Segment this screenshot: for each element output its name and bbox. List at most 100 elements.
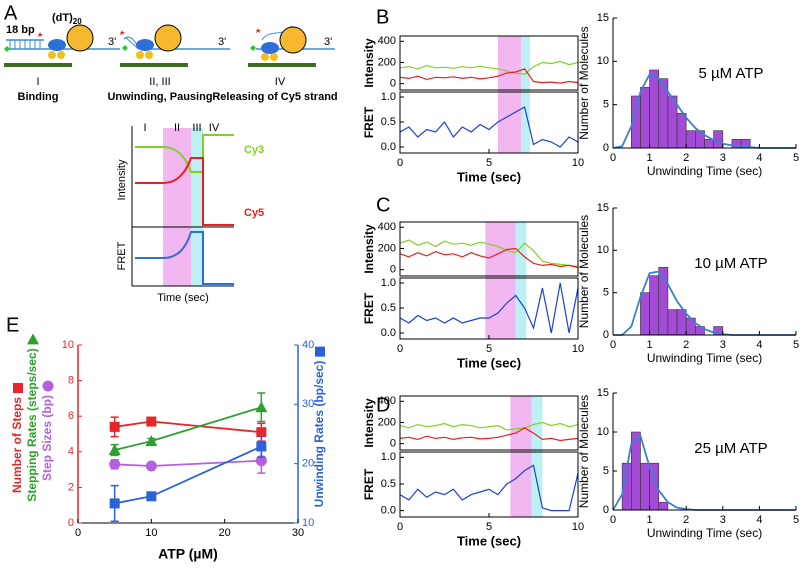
x-tick-label: 0 (397, 521, 403, 533)
trace-line (399, 106, 579, 148)
y-label: Number of Molecules (577, 215, 591, 328)
shaded-phase (485, 222, 516, 339)
x-label: Unwinding Time (sec) (647, 164, 762, 178)
panel-label: B (376, 6, 389, 28)
y-tick-label: 0 (390, 264, 396, 276)
chart-title: 5 µM ATP (698, 65, 763, 82)
trace-line (399, 68, 579, 84)
helicase-domain (145, 51, 153, 59)
y-tick-label: 15 (597, 202, 609, 214)
stage-unwinding: 3' II, III Unwinding, Pausing (107, 24, 230, 103)
x-tick-label: 0 (397, 157, 403, 169)
surface (4, 63, 72, 67)
stage-binding: 18 bp (dT)20 3' I Binding (4, 12, 120, 103)
y-tick-label: 0.5 (381, 478, 396, 490)
y-tick-label: 1.0 (381, 91, 396, 103)
cy5-dye (38, 32, 43, 37)
x-tick-label: 1 (647, 152, 653, 164)
marker (255, 455, 267, 467)
marker (109, 421, 120, 432)
fret-curve (135, 231, 234, 285)
y-tick-label: 400 (378, 35, 396, 47)
y-label: Number of Steps (10, 397, 24, 493)
y-tick-label: 0 (603, 329, 609, 341)
helicase-domain (270, 53, 278, 61)
hist-bar (640, 87, 650, 149)
y-label: Intensity (362, 398, 376, 448)
hist-bar (640, 462, 650, 511)
trace-line (399, 282, 579, 334)
three-prime: 3' (108, 36, 116, 48)
y-tick-label: 200 (378, 416, 396, 428)
cyan-phase (191, 128, 203, 286)
tail-subscript: 20 (73, 17, 82, 26)
trace-line (399, 60, 579, 75)
shaded-phase (515, 222, 527, 339)
y-tick-label: 40 (302, 339, 314, 351)
cy3-dye (122, 45, 128, 51)
x-label: Unwinding Time (sec) (647, 526, 762, 540)
hist-bar (685, 130, 696, 149)
three-prime: 3' (324, 36, 332, 48)
helicase (261, 42, 279, 54)
x-tick-label: 5 (486, 157, 492, 169)
y-tick-label: 30 (302, 398, 314, 410)
y-label: FRET (362, 106, 376, 138)
helicase-domain (261, 53, 269, 61)
y-tick-label: 1.0 (381, 277, 396, 289)
plot-frame (399, 451, 579, 518)
y-tick-label: 10 (62, 339, 74, 351)
y-tick-label: 8 (68, 375, 74, 387)
y-tick-label: 6 (68, 410, 74, 422)
tail: (dT) (52, 12, 73, 24)
stage-caption: Releasing of Cy5 strand (212, 91, 337, 103)
stage-caption: Binding (18, 91, 59, 103)
x-tick-label: 3 (720, 514, 726, 526)
y-tick-label: 5 (603, 287, 609, 299)
cy5-label: Cy5 (244, 207, 264, 219)
marker (109, 458, 121, 470)
marker (256, 427, 267, 438)
marker (109, 498, 120, 509)
cy3-dye (250, 45, 256, 51)
y-tick-label: 1.0 (381, 451, 396, 463)
y-tick-label: 15 (597, 12, 609, 24)
shaded-phase (497, 36, 522, 153)
series-line (114, 459, 262, 467)
x-tick-label: 0 (610, 152, 616, 164)
panel-label: A (4, 2, 18, 24)
stage-caption: Unwinding, Pausing (107, 91, 212, 103)
cy5-curve (135, 157, 234, 226)
helicase-domain (48, 51, 56, 59)
label-icon (42, 380, 54, 392)
helicase-domain (136, 51, 144, 59)
x-tick-label: 2 (683, 514, 689, 526)
shaded-phase (510, 396, 532, 517)
panel-label: D (376, 394, 390, 416)
y-tick-label: 10 (302, 517, 314, 529)
hist-bar (649, 275, 660, 336)
y-tick-label: 5 (603, 99, 609, 111)
phase-label: I (143, 122, 146, 134)
marker (145, 460, 157, 472)
x-tick-label: 2 (683, 339, 689, 351)
y-tick-label: 10 (597, 244, 609, 256)
x-tick-label: 0 (397, 343, 403, 355)
schematic-plot: I II III IV Cy3 Cy5 Intensity FRET Time … (116, 122, 264, 304)
protein (279, 26, 307, 54)
x-tick-label: 2 (683, 152, 689, 164)
y-tick-label: 0 (603, 142, 609, 154)
cy5-dye (256, 28, 261, 33)
tail-label: (dT)20 (52, 12, 82, 26)
hist-bar (704, 139, 714, 149)
marker (146, 416, 157, 427)
y-label: Stepping Rates (steps/sec) (25, 348, 39, 501)
y-tick-label: 400 (378, 221, 396, 233)
trace-line (399, 247, 579, 269)
hist-bar (658, 501, 669, 511)
stage-release: 3' IV Releasing of Cy5 strand (212, 25, 338, 103)
x-label: Time (sec) (457, 169, 521, 184)
y-tick-label: 4 (68, 446, 74, 458)
stage-numeral: IV (275, 76, 286, 88)
